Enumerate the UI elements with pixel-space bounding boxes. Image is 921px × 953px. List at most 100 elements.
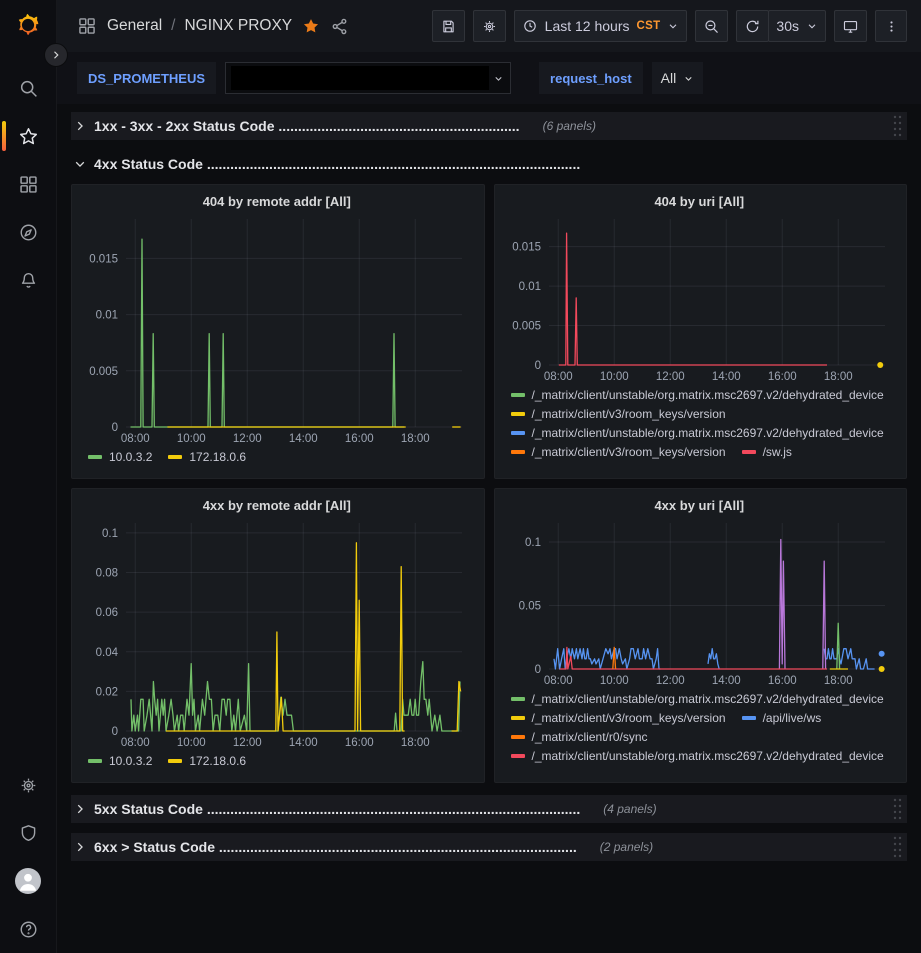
main-area: General / NGINX PROXY Last 12 hours (57, 0, 921, 953)
refresh-interval-picker[interactable]: 30s (768, 10, 826, 42)
dashboard-settings-button[interactable] (472, 10, 506, 42)
chevron-right-icon (73, 802, 87, 816)
refresh-interval-label: 30s (776, 18, 799, 34)
svg-text:0.06: 0.06 (96, 607, 118, 619)
share-dashboard-button[interactable] (330, 17, 349, 36)
legend-item[interactable]: 10.0.3.2 (88, 754, 152, 768)
legend-item[interactable]: /_matrix/client/v3/room_keys/version (510, 445, 726, 459)
row-header-1xx-3xx-2xx[interactable]: 1xx - 3xx - 2xx Status Code ............… (71, 112, 907, 140)
sidebar-item-alerting[interactable] (0, 256, 56, 304)
svg-text:08:00: 08:00 (543, 371, 572, 383)
refresh-icon (747, 20, 759, 32)
more-options-button[interactable] (875, 10, 907, 42)
sidebar-item-help[interactable] (0, 905, 56, 953)
breadcrumb-dashboard-title[interactable]: NGINX PROXY (184, 17, 293, 34)
datasource-variable-select[interactable] (225, 62, 512, 94)
zoom-out-time-button[interactable] (695, 10, 729, 42)
chevron-right-icon (73, 840, 87, 854)
legend-swatch (510, 431, 525, 435)
legend-label: /_matrix/client/unstable/org.matrix.msc2… (531, 749, 884, 763)
panel-title[interactable]: 404 by uri [All] (654, 194, 745, 209)
legend-label: /_matrix/client/v3/room_keys/version (531, 407, 726, 421)
panel-legend: /_matrix/client/unstable/org.matrix.msc2… (503, 385, 897, 474)
save-icon (443, 20, 454, 32)
time-series-chart[interactable]: 08:00 10:00 12:00 14:00 16:00 18:00 0 0.05 0.1 (503, 517, 897, 689)
legend-swatch (510, 393, 525, 397)
sidebar-item-settings[interactable] (0, 761, 56, 809)
legend-item[interactable]: /api/live/ws (741, 711, 821, 725)
panel-title[interactable]: 4xx by remote addr [All] (202, 498, 351, 513)
legend-item[interactable]: /_matrix/client/unstable/org.matrix.msc2… (510, 388, 884, 402)
panel-title[interactable]: 4xx by uri [All] (654, 498, 745, 513)
compass-icon (20, 224, 36, 240)
legend-item[interactable]: /_matrix/client/unstable/org.matrix.msc2… (510, 749, 884, 763)
legend-label: /_matrix/client/unstable/org.matrix.msc2… (531, 388, 884, 402)
zoom-out-icon (705, 19, 719, 33)
row-header-4xx[interactable]: 4xx Status Code ........................… (71, 150, 907, 178)
timezone-label: CST (636, 20, 661, 32)
row-drag-handle[interactable] (892, 834, 903, 860)
time-series-chart[interactable]: 08:00 10:00 12:00 14:00 16:00 18:00 0 0.005 0.01… (503, 213, 897, 385)
svg-text:10:00: 10:00 (177, 433, 206, 445)
sidebar-item-explore[interactable] (0, 208, 56, 256)
row-header-6xx[interactable]: 6xx > Status Code ......................… (71, 833, 907, 861)
chevron-right-icon (73, 119, 87, 133)
sidebar-item-starred[interactable] (0, 112, 56, 160)
legend-item[interactable]: /_matrix/client/unstable/org.matrix.msc2… (510, 426, 884, 440)
svg-text:14:00: 14:00 (711, 371, 740, 383)
share-icon (332, 18, 347, 34)
save-dashboard-button[interactable] (431, 10, 465, 42)
kebab-menu-icon (889, 20, 893, 32)
sidebar-item-search[interactable] (0, 64, 56, 112)
row-header-5xx[interactable]: 5xx Status Code ........................… (71, 795, 907, 823)
svg-text:0.05: 0.05 (518, 601, 540, 613)
legend-swatch (510, 735, 525, 739)
legend-item[interactable]: /_matrix/client/v3/room_keys/version (510, 407, 726, 421)
legend-item[interactable]: /_matrix/client/v3/room_keys/version (510, 711, 726, 725)
panel-legend: /_matrix/client/unstable/org.matrix.msc2… (503, 689, 897, 778)
breadcrumb-folder[interactable]: General (107, 17, 163, 34)
legend-swatch (510, 754, 525, 758)
favorite-star-button[interactable] (302, 17, 320, 35)
svg-text:16:00: 16:00 (767, 675, 796, 687)
sidebar (0, 0, 57, 953)
svg-text:08:00: 08:00 (543, 675, 572, 687)
svg-text:14:00: 14:00 (289, 737, 318, 749)
refresh-group: 30s (736, 10, 826, 42)
sidebar-expand-button[interactable] (44, 43, 68, 67)
time-series-chart[interactable]: 08:00 10:00 12:00 14:00 16:00 18:00 0 0.005 0.01… (80, 213, 474, 447)
panel-legend: 10.0.3.2 172.18.0.6 (80, 751, 474, 778)
svg-text:0.04: 0.04 (96, 647, 119, 659)
star-filled-icon (304, 19, 319, 33)
grafana-logo[interactable] (0, 0, 56, 50)
legend-item[interactable]: /_matrix/client/r0/sync (510, 730, 648, 744)
sidebar-item-server-admin[interactable] (0, 809, 56, 857)
legend-item[interactable]: /_matrix/client/unstable/org.matrix.msc2… (510, 692, 884, 706)
svg-text:0.08: 0.08 (96, 568, 118, 580)
svg-text:10:00: 10:00 (599, 371, 628, 383)
svg-text:08:00: 08:00 (121, 737, 150, 749)
row-drag-handle[interactable] (892, 113, 903, 139)
tv-mode-button[interactable] (834, 10, 867, 42)
legend-item[interactable]: 172.18.0.6 (168, 450, 246, 464)
legend-label: /_matrix/client/r0/sync (531, 730, 648, 744)
legend-swatch (510, 697, 525, 701)
time-range-picker[interactable]: Last 12 hours CST (513, 10, 688, 42)
time-series-chart[interactable]: 08:00 10:00 12:00 14:00 16:00 18:00 0 0.02 0.04 0… (80, 517, 474, 751)
sidebar-item-dashboards[interactable] (0, 160, 56, 208)
svg-text:12:00: 12:00 (655, 371, 684, 383)
panel-title[interactable]: 404 by remote addr [All] (202, 194, 351, 209)
row-drag-handle[interactable] (892, 796, 903, 822)
avatar (15, 868, 41, 894)
panel-legend: 10.0.3.2 172.18.0.6 (80, 447, 474, 474)
refresh-dashboard-button[interactable] (736, 10, 770, 42)
request-host-variable-select[interactable]: All (651, 62, 704, 94)
legend-item[interactable]: /sw.js (741, 445, 792, 459)
chevron-down-icon (808, 24, 816, 29)
svg-text:18:00: 18:00 (401, 737, 430, 749)
legend-item[interactable]: 172.18.0.6 (168, 754, 246, 768)
sidebar-item-profile[interactable] (0, 857, 56, 905)
dashboards-grid-icon (19, 175, 37, 193)
legend-item[interactable]: 10.0.3.2 (88, 450, 152, 464)
breadcrumb-dashboards-icon[interactable] (77, 16, 97, 36)
